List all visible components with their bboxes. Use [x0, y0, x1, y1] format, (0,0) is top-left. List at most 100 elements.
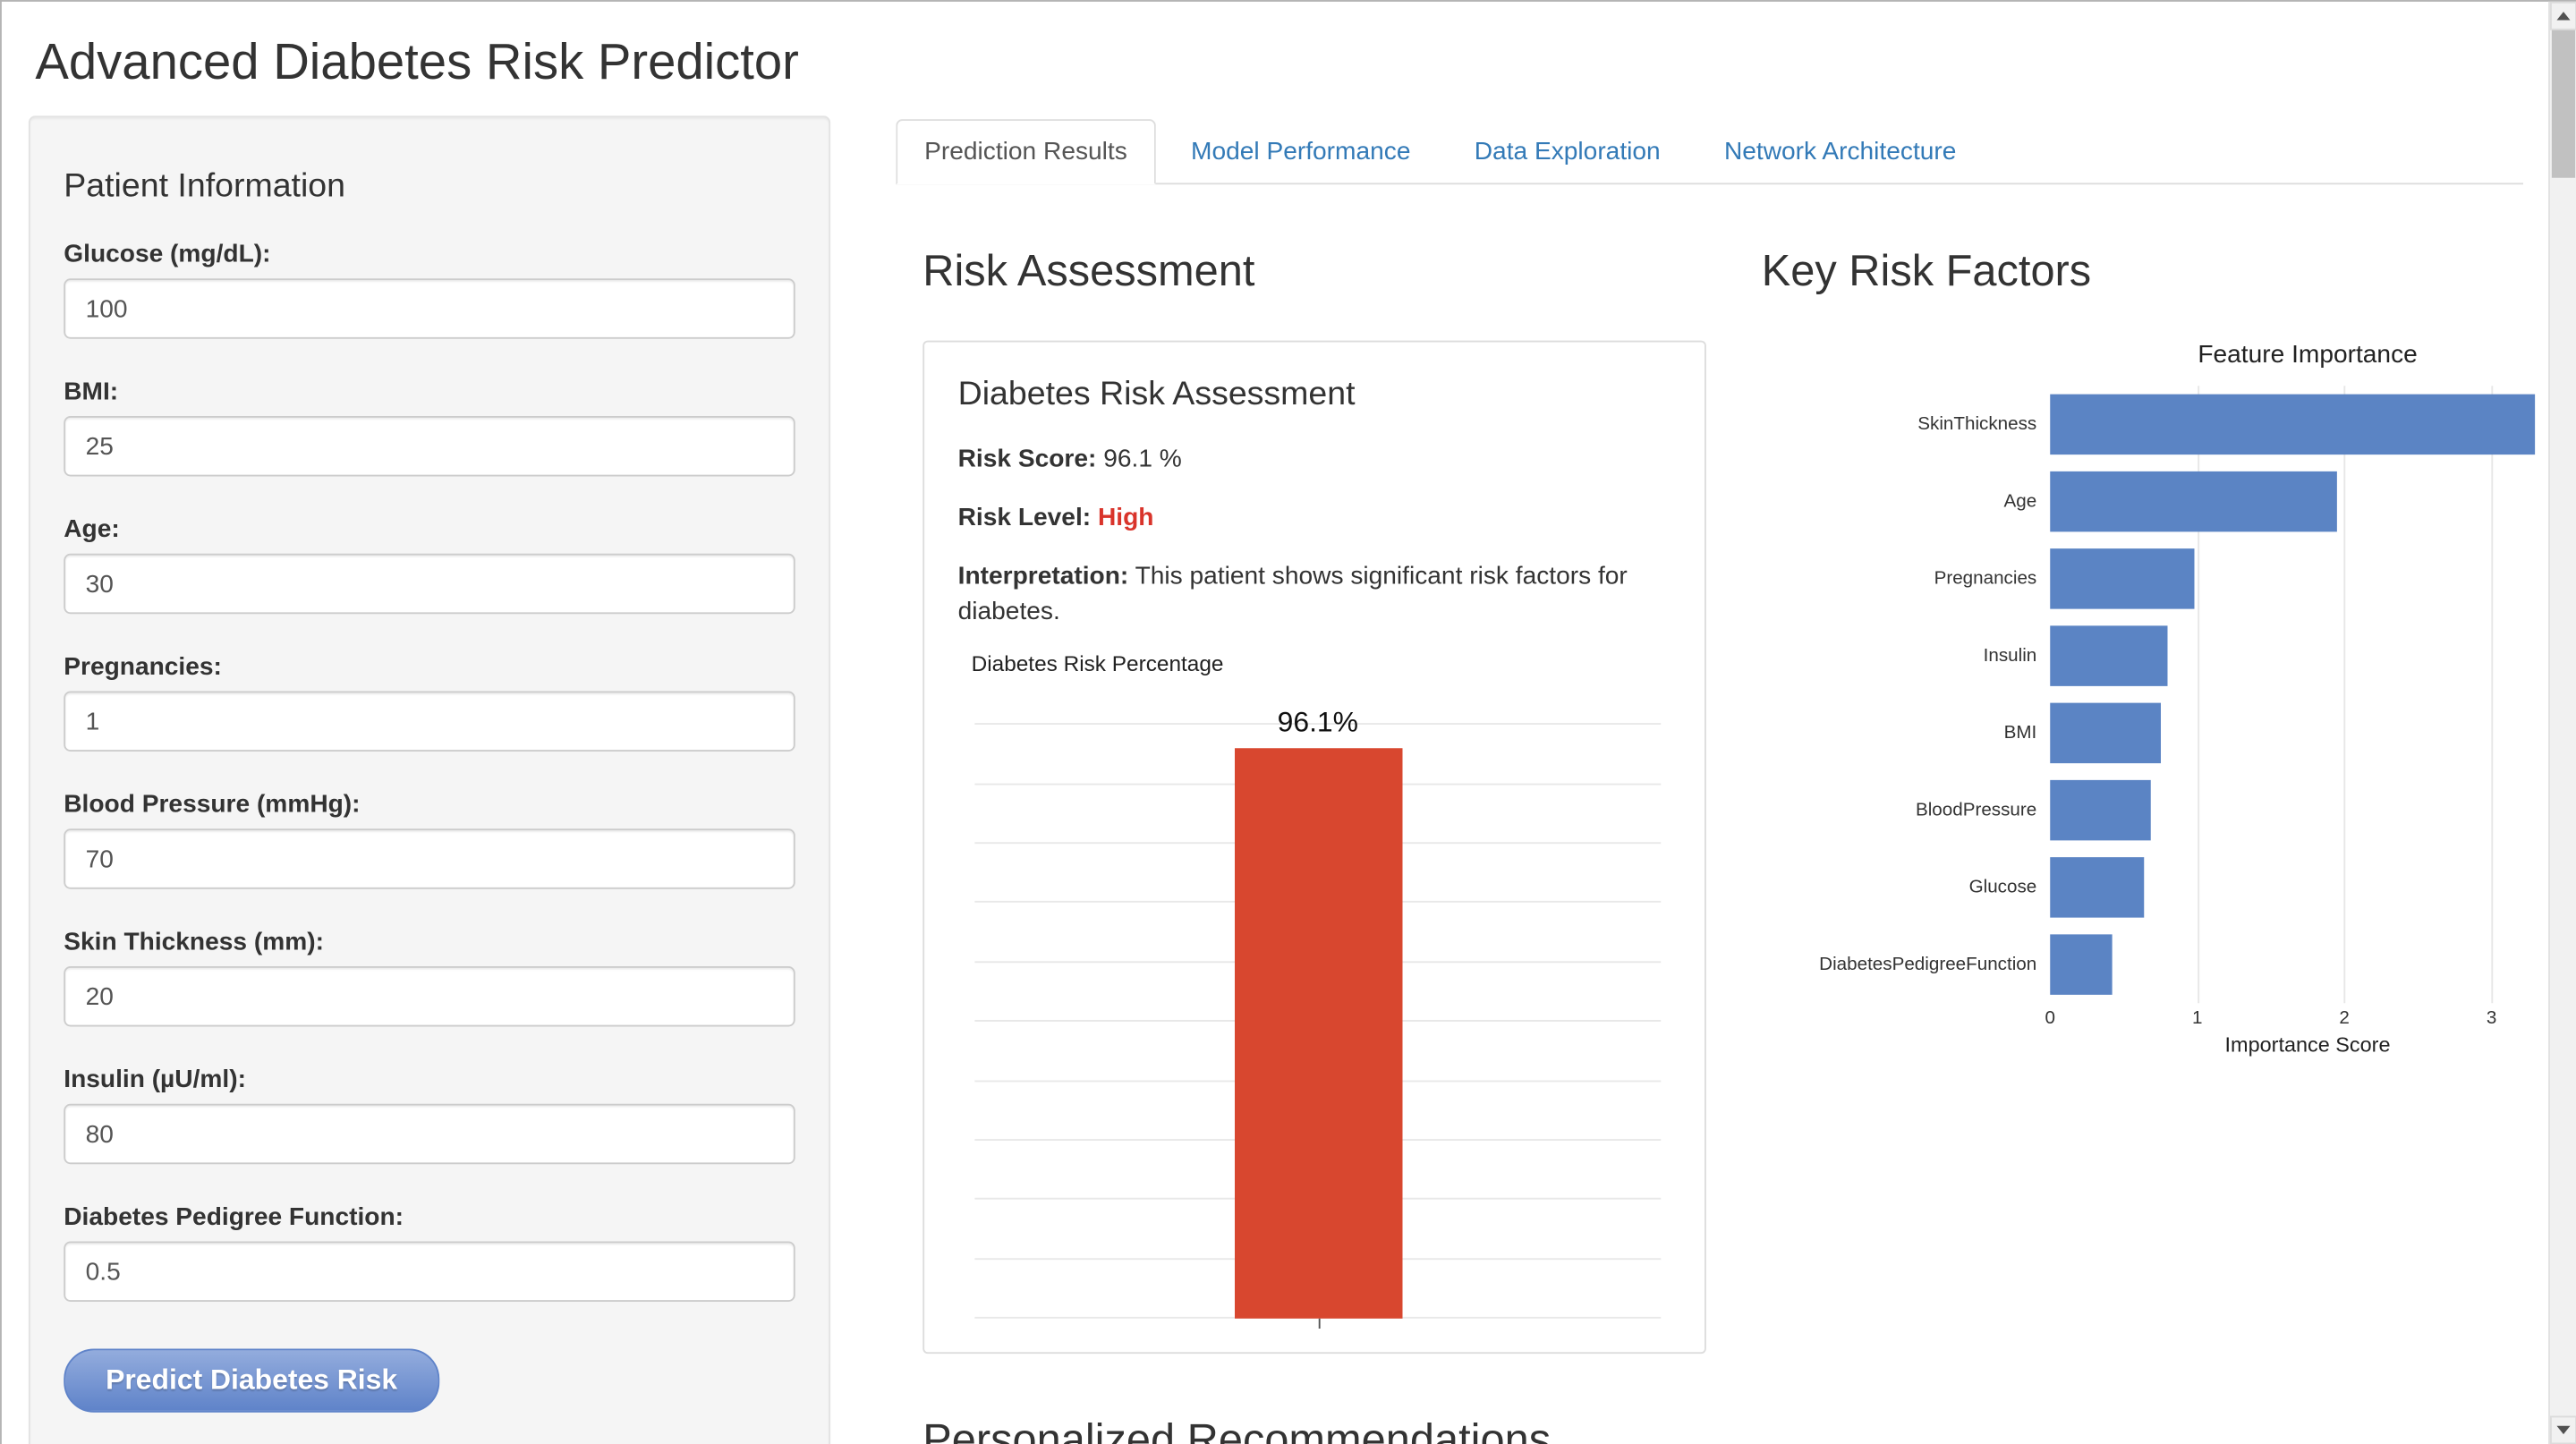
vertical-scrollbar[interactable]: [2548, 1, 2576, 1444]
field-label-blood-pressure-mmhg: Blood Pressure (mmHg):: [64, 790, 361, 819]
tab-link-network-architecture[interactable]: Network Architecture: [1723, 137, 1957, 166]
y-tick-label-bmi: BMI: [2003, 723, 2037, 743]
form-group-blood-pressure-mmhg: Blood Pressure (mmHg):: [64, 790, 795, 889]
tab-bar: Prediction Results Model Performance Data …: [896, 119, 2523, 185]
personalized-recommendations-title: Personalized Recommendations: [922, 1414, 1552, 1444]
input-skin-thickness-mm[interactable]: [64, 966, 795, 1027]
field-label-skin-thickness-mm: Skin Thickness (mm):: [64, 927, 324, 956]
scrollbar-track[interactable]: [2550, 30, 2576, 1416]
page-title: Advanced Diabetes Risk Predictor: [35, 35, 799, 91]
tab-link-model-performance[interactable]: Model Performance: [1191, 137, 1411, 166]
main-content: Prediction Results Model Performance Data …: [896, 115, 2536, 1444]
feature-importance-plot-area: [2050, 386, 2550, 1004]
y-tick-label-pregnancies: Pregnancies: [1934, 568, 2037, 590]
tab-data-exploration[interactable]: Data Exploration: [1446, 119, 1689, 184]
y-tick-label-diabetespedigreefunction: DiabetesPedigreeFunction: [1819, 954, 2037, 975]
tab-network-architecture[interactable]: Network Architecture: [1696, 119, 1985, 184]
form-group-age: Age:: [64, 515, 795, 615]
importance-bar-bmi: [2050, 702, 2161, 764]
x-tick-label: 0: [2045, 1007, 2055, 1029]
feature-importance-x-axis: 0 1 2 3: [2045, 1003, 2550, 1029]
field-label-glucose-mg-dl: Glucose (mg/dL):: [64, 240, 271, 268]
key-risk-factors-title: Key Risk Factors: [1761, 244, 2092, 295]
input-glucose-mg-dl[interactable]: [64, 278, 795, 339]
risk-assessment-title: Risk Assessment: [922, 244, 1255, 295]
interpretation-line: Interpretation: This patient shows signi…: [958, 557, 1671, 631]
field-label-insulin-u-ml: Insulin (µU/ml):: [64, 1065, 246, 1094]
risk-level-label: Risk Level:: [957, 503, 1092, 531]
predict-diabetes-risk-button[interactable]: Predict Diabetes Risk: [64, 1348, 439, 1413]
risk-percentage-chart: Diabetes Risk Percentage 96.1%: [958, 650, 1671, 1329]
key-risk-factors-section: Key Risk Factors Feature Importance Skin…: [1761, 244, 2550, 1058]
risk-score-value: 96.1 %: [1103, 444, 1182, 473]
importance-bar-diabetespedigreefunction: [2050, 934, 2113, 995]
x-tick-label: 2: [2339, 1007, 2350, 1029]
importance-score-axis-label: Importance Score: [2224, 1033, 2391, 1058]
gridline: [974, 723, 1662, 726]
field-label-bmi: BMI:: [64, 377, 119, 406]
input-diabetes-pedigree-function[interactable]: [64, 1241, 795, 1302]
scroll-up-icon: [2556, 12, 2571, 21]
input-bmi[interactable]: [64, 416, 795, 477]
input-insulin-u-ml[interactable]: [64, 1103, 795, 1165]
importance-bar-glucose: [2050, 857, 2145, 918]
form-group-glucose-mg-dl: Glucose (mg/dL):: [64, 240, 795, 339]
feature-importance-chart: Feature Importance SkinThickness Age Pregn…: [1762, 340, 2550, 1058]
form-group-bmi: BMI:: [64, 378, 795, 477]
risk-assessment-card-title: Diabetes Risk Assessment: [957, 376, 1356, 413]
tab-prediction-results[interactable]: Prediction Results: [896, 119, 1156, 185]
feature-importance-chart-title: Feature Importance: [2198, 340, 2418, 369]
risk-score-line: Risk Score: 96.1 %: [958, 441, 1671, 478]
y-tick-label-glucose: Glucose: [1968, 877, 2037, 898]
input-age[interactable]: [64, 553, 795, 615]
gridline: [2491, 386, 2494, 1004]
y-tick-label-age: Age: [2003, 491, 2037, 512]
risk-level-value: High: [1097, 503, 1154, 531]
tab-link-prediction-results[interactable]: Prediction Results: [896, 119, 1156, 185]
patient-info-fields: Glucose (mg/dL): BMI: Age: Pregnancies: Bloo…: [64, 240, 795, 1302]
input-pregnancies[interactable]: [64, 691, 795, 752]
scroll-down-icon: [2556, 1425, 2571, 1435]
tab-link-data-exploration[interactable]: Data Exploration: [1474, 137, 1661, 166]
risk-chart-title: Diabetes Risk Percentage: [971, 650, 1224, 676]
feature-importance-body: SkinThickness Age Pregnancies Insulin BMI Blo…: [1762, 386, 2550, 1004]
patient-info-panel: Patient Information Glucose (mg/dL): BMI:…: [28, 115, 831, 1444]
x-tick-label: 1: [2191, 1007, 2203, 1029]
patient-info-title: Patient Information: [64, 167, 346, 205]
risk-percentage-bar: [1234, 748, 1402, 1319]
x-axis-tick: [1317, 1318, 1320, 1329]
interpretation-label: Interpretation:: [957, 561, 1129, 590]
gridline: [2344, 386, 2347, 1004]
field-label-diabetes-pedigree-function: Diabetes Pedigree Function:: [64, 1202, 404, 1232]
y-tick-label-insulin: Insulin: [1983, 645, 2037, 667]
importance-bar-age: [2050, 471, 2337, 532]
risk-assessment-card: Diabetes Risk Assessment Risk Score: 96.…: [922, 340, 1706, 1355]
form-group-skin-thickness-mm: Skin Thickness (mm):: [64, 928, 795, 1027]
feature-importance-y-labels: SkinThickness Age Pregnancies Insulin BMI Blo…: [1762, 386, 2051, 1003]
risk-bar-value-label: 96.1%: [1277, 706, 1359, 739]
risk-score-label: Risk Score:: [957, 444, 1097, 473]
field-label-age: Age:: [64, 514, 120, 544]
interpretation-text: This patient shows significant risk fact…: [957, 561, 1628, 626]
y-tick-label-bloodpressure: BloodPressure: [1915, 800, 2037, 820]
main-layout: Patient Information Glucose (mg/dL): BMI:…: [2, 115, 2550, 1444]
form-group-pregnancies: Pregnancies:: [64, 652, 795, 752]
x-tick-label: 3: [2486, 1007, 2497, 1029]
gridline: [2197, 386, 2199, 1004]
scrollbar-down-button[interactable]: [2550, 1415, 2576, 1444]
importance-bar-bloodpressure: [2050, 779, 2151, 841]
scrollbar-up-button[interactable]: [2550, 1, 2576, 30]
risk-assessment-section: Risk Assessment Diabetes Risk Assessment…: [922, 245, 1706, 1444]
form-group-diabetes-pedigree-function: Diabetes Pedigree Function:: [64, 1202, 795, 1302]
input-blood-pressure-mmhg[interactable]: [64, 828, 795, 889]
tab-model-performance[interactable]: Model Performance: [1162, 119, 1439, 184]
importance-bar-insulin: [2050, 625, 2168, 686]
importance-bar-skinthickness: [2050, 394, 2536, 455]
risk-level-line: Risk Level: High: [958, 499, 1671, 536]
field-label-pregnancies: Pregnancies:: [64, 652, 222, 682]
form-group-insulin-u-ml: Insulin (µU/ml):: [64, 1066, 795, 1165]
scrollbar-thumb[interactable]: [2551, 30, 2576, 178]
